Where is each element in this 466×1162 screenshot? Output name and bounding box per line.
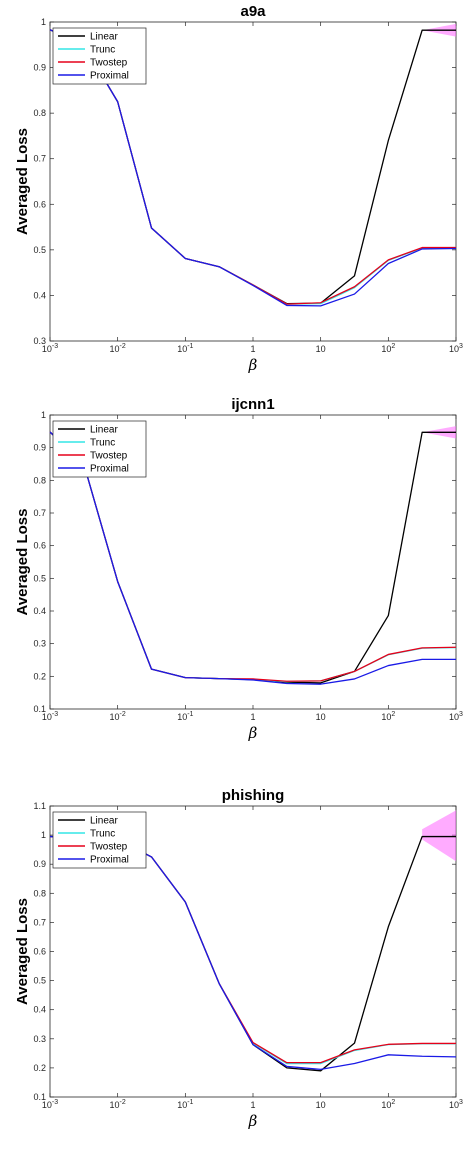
legend-entry: Proximal	[90, 71, 129, 82]
legend-entry: Proximal	[90, 464, 129, 475]
y-tick-label: 0.2	[33, 1063, 46, 1073]
x-tick-label: 103	[449, 343, 463, 354]
y-tick-label: 0.7	[33, 917, 46, 927]
y-tick-label: 0.5	[33, 573, 46, 583]
chart-panel-a9a: a9a Averaged Loss β 0.3 0.4 0.5 0.6 0.7 0.8 0.9 1 1…	[14, 3, 463, 374]
series-line-proximal	[49, 835, 457, 1071]
x-tick-label: 10-2	[110, 711, 126, 722]
x-tick-label: 102	[381, 343, 395, 354]
y-axis-label: Averaged Loss	[14, 128, 31, 235]
x-tick-label: 10-3	[42, 1099, 58, 1110]
y-tick-label: 0.4	[33, 290, 46, 300]
legend-entry: Linear	[90, 425, 118, 436]
y-tick-label: 1.1	[33, 801, 46, 811]
x-tick-label: 1	[250, 344, 255, 354]
x-tick-label: 103	[449, 1099, 463, 1110]
legend: Linear Trunc Twostep Proximal	[52, 420, 147, 478]
series-line-twostep	[49, 835, 456, 1064]
y-tick-label: 0.4	[33, 1005, 46, 1015]
y-tick-label: 0.5	[33, 245, 46, 255]
legend: Linear Trunc Twostep Proximal	[52, 27, 147, 85]
x-tick-label: 103	[449, 711, 463, 722]
y-tick-label: 0.9	[33, 859, 46, 869]
y-axis-label: Averaged Loss	[14, 509, 31, 616]
variance-band	[422, 810, 456, 862]
x-tick-label: 10-1	[177, 711, 193, 722]
chart-title: ijcnn1	[231, 396, 274, 413]
y-tick-label: 1	[41, 830, 46, 840]
y-tick-label: 1	[41, 17, 46, 27]
y-tick-label: 0.8	[33, 888, 46, 898]
y-tick-label: 0.9	[33, 63, 46, 73]
x-tick-label: 10-2	[110, 1099, 126, 1110]
x-tick-label: 10	[316, 344, 326, 354]
x-tick-label: 10	[316, 1100, 326, 1110]
x-tick-label: 10-3	[42, 711, 58, 722]
y-tick-label: 0.6	[33, 947, 46, 957]
series-line-proximal	[49, 431, 456, 685]
y-tick-label: 0.6	[33, 541, 46, 551]
y-tick-label: 0.2	[33, 671, 46, 681]
y-tick-label: 0.5	[33, 976, 46, 986]
legend-entry: Trunc	[90, 438, 115, 449]
legend-entry: Proximal	[90, 855, 129, 866]
y-tick-label: 0.9	[33, 443, 46, 453]
series-line-linear	[49, 835, 456, 1072]
legend-entry: Trunc	[90, 45, 115, 56]
y-tick-label: 0.3	[33, 336, 46, 346]
y-tick-label: 1	[41, 410, 46, 420]
chart-title: phishing	[222, 787, 285, 804]
x-tick-label: 10-2	[110, 343, 126, 354]
x-tick-label: 102	[381, 1099, 395, 1110]
legend-entry: Linear	[90, 816, 118, 827]
y-tick-label: 0.8	[33, 475, 46, 485]
chart-panel-ijcnn1: ijcnn1 Averaged Loss β 0.1 0.2 0.3 0.4 0.5 0.6 0.…	[14, 396, 463, 742]
legend-entry: Trunc	[90, 829, 115, 840]
x-tick-label: 1	[250, 1100, 255, 1110]
y-tick-label: 0.1	[33, 704, 46, 714]
x-tick-label: 102	[381, 711, 395, 722]
x-tick-label: 10	[316, 712, 326, 722]
y-tick-label: 0.3	[33, 1034, 46, 1044]
legend-entry: Linear	[90, 32, 118, 43]
y-tick-label: 0.1	[33, 1092, 46, 1102]
x-tick-label: 1	[250, 712, 255, 722]
y-tick-label: 0.3	[33, 639, 46, 649]
y-tick-label: 0.4	[33, 606, 46, 616]
legend: Linear Trunc Twostep Proximal	[52, 811, 147, 869]
legend-entry: Twostep	[90, 842, 128, 853]
x-tick-label: 10-3	[42, 343, 58, 354]
x-tick-label: 10-1	[177, 343, 193, 354]
y-tick-label: 0.6	[33, 199, 46, 209]
y-tick-label: 0.8	[33, 108, 46, 118]
legend-entry: Twostep	[90, 58, 128, 69]
y-tick-label: 0.7	[33, 508, 46, 518]
x-axis-label: β	[248, 1112, 258, 1130]
series-line-proximal	[49, 29, 457, 307]
x-tick-label: 10-1	[177, 1099, 193, 1110]
chart-panel-phishing: phishing Averaged Loss β 0.1 0.2 0.3 0.4 0.5 0.6…	[14, 787, 463, 1130]
x-axis-label: β	[248, 356, 258, 374]
x-axis-label: β	[248, 724, 258, 742]
series-line-trunc	[49, 835, 456, 1065]
legend-entry: Twostep	[90, 451, 128, 462]
chart-title: a9a	[240, 3, 266, 20]
y-axis-label: Averaged Loss	[14, 898, 31, 1005]
y-tick-label: 0.7	[33, 154, 46, 164]
